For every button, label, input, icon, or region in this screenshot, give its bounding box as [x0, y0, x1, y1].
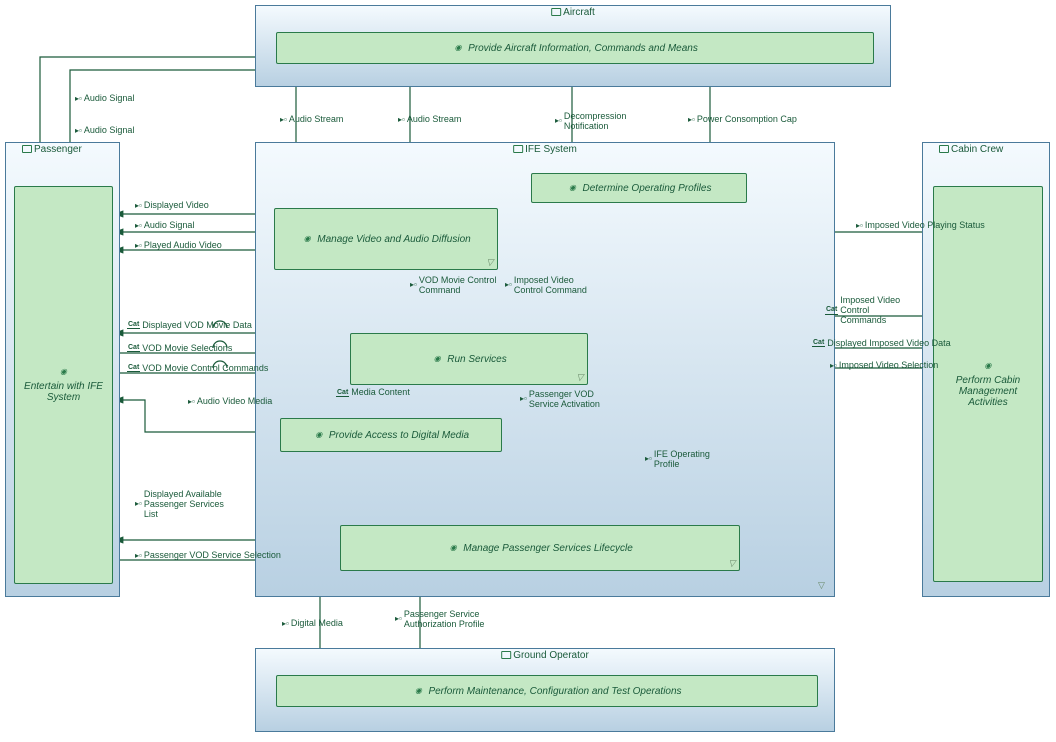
func-run-services: ◉Run Services▽	[350, 333, 588, 385]
flow-label-imposed_video_ctrl_cmds: CatImposed Video Control Commands	[825, 296, 915, 326]
flow-label-ife_profile: ▸▫IFE Operating Profile	[645, 450, 735, 470]
func-entertain-ife: ◉Entertain with IFE System	[14, 186, 113, 584]
func-provide-aircraft-info: ◉Provide Aircraft Information, Commands …	[276, 32, 874, 64]
flow-label-disp_imposed_video: CatDisplayed Imposed Video Data	[812, 338, 951, 348]
actor-title: IFE System	[505, 142, 585, 157]
flow-label-media_content: CatMedia Content	[336, 388, 426, 398]
flow-label-imposed_video_status: ▸▫Imposed Video Playing Status	[856, 220, 985, 230]
actor-title: Aircraft	[543, 5, 603, 20]
actor-title: Cabin Crew	[931, 142, 1011, 157]
flow-label-decomp_notif: ▸▫Decompression Notification	[555, 112, 645, 132]
actor-ife-system: IFE System ◉Manage Video and Audio Diffu…	[255, 142, 835, 597]
func-manage-lifecycle: ◉Manage Passenger Services Lifecycle▽	[340, 525, 740, 571]
flow-label-disp_vod_data: CatDisplayed VOD Movie Data	[127, 320, 252, 330]
actor-aircraft: Aircraft ◉Provide Aircraft Information, …	[255, 5, 891, 87]
flow-label-audio_signal_3: ▸▫Audio Signal	[135, 220, 194, 230]
flow-label-digital_media: ▸▫Digital Media	[282, 618, 343, 628]
container-icon: ▽	[818, 580, 828, 590]
flow-label-vod_ctrl_cmds: CatVOD Movie Control Commands	[127, 363, 268, 373]
flow-label-power_cap: ▸▫Power Consomption Cap	[688, 114, 797, 124]
flow-label-pass_serv_auth: ▸▫Passenger Service Authorization Profil…	[395, 610, 485, 630]
flow-label-audio_stream_2: ▸▫Audio Stream	[398, 114, 461, 124]
actor-title: Ground Operator	[493, 648, 597, 663]
actor-cabin-crew: Cabin Crew ◉Perform Cabin Management Act…	[922, 142, 1050, 597]
flow-label-displayed_video: ▸▫Displayed Video	[135, 200, 209, 210]
actor-title: Passenger	[14, 142, 90, 157]
func-cabin-mgmt: ◉Perform Cabin Management Activities	[933, 186, 1043, 582]
func-determine-profiles: ◉Determine Operating Profiles	[531, 173, 747, 203]
actor-passenger: Passenger ◉Entertain with IFE System	[5, 142, 120, 597]
flow-label-imposed_video_ctrl_cmd: ▸▫Imposed Video Control Command	[505, 276, 595, 296]
func-provide-digital-media: ◉Provide Access to Digital Media	[280, 418, 502, 452]
flow-label-played_audio_video: ▸▫Played Audio Video	[135, 240, 222, 250]
func-manage-video-audio: ◉Manage Video and Audio Diffusion▽	[274, 208, 498, 270]
func-perform-maintenance: ◉Perform Maintenance, Configuration and …	[276, 675, 818, 707]
flow-label-imposed_video_sel: ▸▫Imposed Video Selection	[830, 360, 938, 370]
flow-label-audio_stream_1: ▸▫Audio Stream	[280, 114, 343, 124]
flow-label-pass_vod_sel: ▸▫Passenger VOD Service Selection	[135, 550, 281, 560]
flow-label-pass_vod_act: ▸▫Passenger VOD Service Activation	[520, 390, 610, 410]
flow-label-audio_signal_2: ▸▫Audio Signal	[75, 125, 134, 135]
actor-ground-operator: Ground Operator ◉Perform Maintenance, Co…	[255, 648, 835, 732]
flow-label-vod_selections: CatVOD Movie Selections	[127, 343, 232, 353]
flow-label-audio_video_media: ▸▫Audio Video Media	[188, 396, 272, 406]
flow-label-vod_movie_ctrl_cmd: ▸▫VOD Movie Control Command	[410, 276, 500, 296]
flow-label-disp_avail_list: ▸▫Displayed Available Passenger Services…	[135, 490, 225, 520]
flow-label-audio_signal_1: ▸▫Audio Signal	[75, 93, 134, 103]
